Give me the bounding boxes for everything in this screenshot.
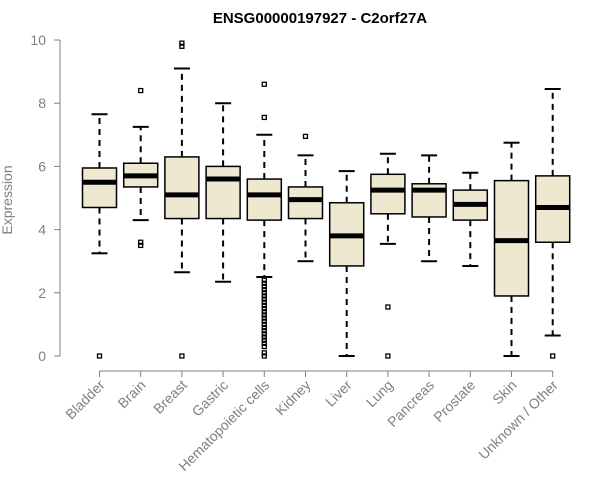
box-skin <box>493 141 530 357</box>
x-tick-label: Brain <box>114 377 148 411</box>
box-brain <box>122 87 159 249</box>
outlier-point <box>550 353 556 359</box>
outlier-point <box>261 331 267 337</box>
outlier-point <box>261 328 267 334</box>
outlier-point <box>261 280 267 286</box>
outlier-point <box>261 299 267 305</box>
outlier-point <box>385 304 391 310</box>
outlier-point <box>179 353 185 359</box>
y-tick-label: 6 <box>38 158 46 174</box>
y-tick-label: 2 <box>38 285 46 301</box>
outlier-point <box>261 309 267 315</box>
y-axis-label: Expression <box>0 165 15 234</box>
y-tick-label: 8 <box>38 95 46 111</box>
iqr-box <box>370 173 406 215</box>
chart-title: ENSG00000197927 - C2orf27A <box>213 10 427 27</box>
box-pancreas <box>411 154 447 263</box>
outlier-point <box>261 343 267 350</box>
iqr-box <box>246 178 283 221</box>
box-prostate <box>452 171 489 267</box>
outlier-point <box>261 337 267 343</box>
x-tick-label: Liver <box>322 377 355 410</box>
outlier-point <box>261 114 267 121</box>
outlier-point <box>261 293 267 299</box>
box-lung <box>370 152 406 359</box>
x-tick-label: Skin <box>489 377 520 408</box>
outlier-point <box>261 81 267 87</box>
outlier-point <box>261 283 267 290</box>
y-tick-label: 4 <box>38 222 46 238</box>
outlier-point <box>179 40 185 46</box>
outlier-point <box>261 324 267 331</box>
outlier-point <box>138 242 144 249</box>
outlier-point <box>261 312 267 318</box>
outlier-point <box>302 133 309 140</box>
outlier-point <box>96 353 103 359</box>
outlier-point <box>261 321 267 328</box>
x-tick-label: Kidney <box>272 377 314 419</box>
box-hematopoietic-cells <box>246 81 283 359</box>
outlier-point <box>261 296 267 302</box>
box-breast <box>164 40 200 359</box>
outlier-point <box>261 340 267 347</box>
x-tick-label: Breast <box>150 377 190 417</box>
box-liver <box>328 170 365 357</box>
outlier-point <box>261 286 267 293</box>
outlier-point <box>261 277 267 283</box>
box-kidney <box>287 133 324 263</box>
outlier-point <box>385 353 391 359</box>
boxes-group <box>81 40 571 359</box>
y-axis: 0 2 4 6 8 10 <box>30 32 61 364</box>
x-tick-label: Prostate <box>430 377 478 425</box>
outlier-point <box>261 315 267 321</box>
box-unknown-other <box>534 87 571 359</box>
iqr-box <box>81 167 118 209</box>
box-gastric <box>205 102 241 283</box>
y-tick-label: 0 <box>38 348 46 364</box>
x-tick-label: Bladder <box>62 377 108 423</box>
outlier-point <box>261 305 267 312</box>
iqr-box <box>287 186 324 220</box>
outlier-point <box>138 87 144 94</box>
outlier-point <box>261 290 267 296</box>
outlier-point <box>138 239 144 245</box>
x-tick-label: Lung <box>363 377 396 410</box>
outlier-point <box>261 318 267 324</box>
y-tick-label: 10 <box>30 32 46 48</box>
iqr-box <box>164 156 200 220</box>
box-bladder <box>81 113 118 359</box>
outlier-point <box>179 43 185 49</box>
outlier-point <box>261 350 267 356</box>
outlier-point <box>261 353 267 359</box>
outlier-point <box>261 334 267 340</box>
outlier-point <box>261 302 267 309</box>
iqr-box <box>205 165 241 220</box>
